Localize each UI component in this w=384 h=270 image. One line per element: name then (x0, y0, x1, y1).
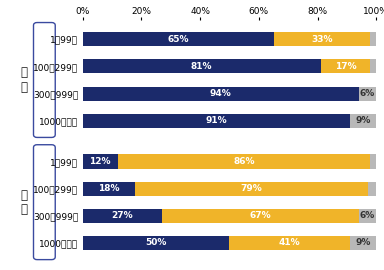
Bar (371, 59, 376, 73)
Bar (83, 32, 273, 46)
Bar (162, 209, 359, 223)
Bar (83, 181, 136, 196)
Bar (83, 59, 321, 73)
Bar (83, 114, 350, 128)
Text: 17%: 17% (335, 62, 356, 71)
Bar (83, 86, 359, 101)
Text: 男: 男 (20, 188, 27, 201)
Text: 27%: 27% (111, 211, 133, 220)
Text: 女: 女 (20, 66, 27, 79)
Bar (118, 154, 371, 168)
Bar (83, 236, 229, 250)
Text: 9%: 9% (356, 238, 371, 247)
Bar (83, 154, 118, 168)
Bar (83, 209, 162, 223)
Text: 41%: 41% (279, 238, 300, 247)
Bar (359, 86, 376, 101)
Text: 12%: 12% (89, 157, 111, 166)
Text: 6%: 6% (360, 89, 375, 98)
Bar (359, 209, 376, 223)
Bar (350, 236, 376, 250)
Bar (371, 154, 376, 168)
Text: 50%: 50% (145, 238, 167, 247)
Bar (367, 181, 376, 196)
Text: 18%: 18% (98, 184, 120, 193)
Text: 6%: 6% (360, 211, 375, 220)
Bar (273, 32, 371, 46)
Text: 67%: 67% (250, 211, 271, 220)
Bar (321, 59, 371, 73)
Text: 9%: 9% (356, 116, 371, 125)
Text: 65%: 65% (167, 35, 189, 44)
Text: 86%: 86% (233, 157, 255, 166)
Text: 79%: 79% (241, 184, 262, 193)
Text: 94%: 94% (210, 89, 232, 98)
Bar (229, 236, 350, 250)
Text: 33%: 33% (311, 35, 333, 44)
Bar (350, 114, 376, 128)
Bar (136, 181, 367, 196)
Bar (371, 32, 376, 46)
Text: 性: 性 (20, 81, 27, 94)
Text: 91%: 91% (205, 116, 227, 125)
Text: 81%: 81% (191, 62, 212, 71)
Text: 性: 性 (20, 203, 27, 216)
